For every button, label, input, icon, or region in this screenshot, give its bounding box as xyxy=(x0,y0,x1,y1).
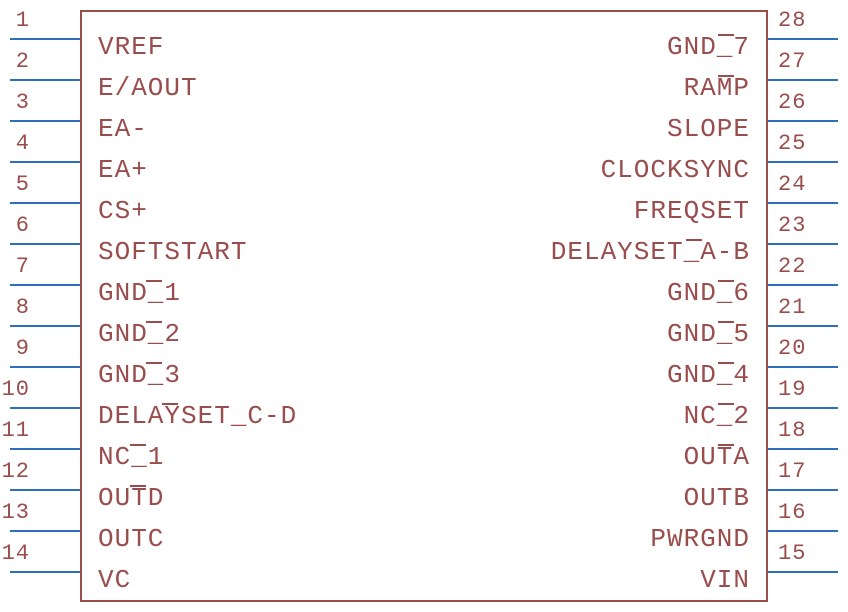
pin-number: 17 xyxy=(778,459,828,484)
pin-label: OUTC xyxy=(98,524,378,554)
overline-mark xyxy=(718,444,734,446)
pin-lead xyxy=(10,79,80,81)
pin-number: 28 xyxy=(778,8,828,33)
pin-number: 3 xyxy=(0,90,30,115)
pin-lead xyxy=(768,79,838,81)
pin-label: GND_7 xyxy=(470,32,750,62)
pin-lead xyxy=(10,38,80,40)
pin-label: SLOPE xyxy=(470,114,750,144)
pin-number: 26 xyxy=(778,90,828,115)
pin-number: 5 xyxy=(0,172,30,197)
overline-mark xyxy=(686,239,702,241)
pin-number: 7 xyxy=(0,254,30,279)
pin-number: 15 xyxy=(778,541,828,566)
pin-number: 2 xyxy=(0,49,30,74)
pin-lead xyxy=(10,243,80,245)
pin-lead xyxy=(768,571,838,573)
pin-lead xyxy=(10,325,80,327)
pin-lead xyxy=(10,284,80,286)
pin-number: 22 xyxy=(778,254,828,279)
overline-mark xyxy=(718,280,734,282)
overline-mark xyxy=(146,362,162,364)
pin-number: 14 xyxy=(0,541,30,566)
pin-label: E/AOUT xyxy=(98,73,378,103)
pin-number: 13 xyxy=(0,500,30,525)
pin-label: GND_4 xyxy=(470,360,750,390)
overline-mark xyxy=(718,403,734,405)
pin-lead xyxy=(768,366,838,368)
pin-lead xyxy=(768,448,838,450)
pin-number: 23 xyxy=(778,213,828,238)
overline-mark xyxy=(718,34,734,36)
pin-label: EA- xyxy=(98,114,378,144)
pin-label: CS+ xyxy=(98,196,378,226)
pin-lead xyxy=(10,571,80,573)
pin-label: GND_3 xyxy=(98,360,378,390)
pin-label: CLOCKSYNC xyxy=(470,155,750,185)
overline-mark xyxy=(718,321,734,323)
pin-lead xyxy=(10,489,80,491)
pin-lead xyxy=(10,530,80,532)
pin-label: PWRGND xyxy=(470,524,750,554)
pin-label: VIN xyxy=(470,565,750,595)
pin-number: 8 xyxy=(0,295,30,320)
pin-number: 25 xyxy=(778,131,828,156)
pin-lead xyxy=(768,325,838,327)
overline-mark xyxy=(146,280,162,282)
pin-lead xyxy=(768,243,838,245)
pin-number: 12 xyxy=(0,459,30,484)
pin-lead xyxy=(10,120,80,122)
pin-label: OUTA xyxy=(470,442,750,472)
pin-number: 27 xyxy=(778,49,828,74)
pin-lead xyxy=(10,202,80,204)
pin-number: 20 xyxy=(778,336,828,361)
pin-number: 1 xyxy=(0,8,30,33)
pin-label: VC xyxy=(98,565,378,595)
overline-mark xyxy=(718,362,734,364)
pin-lead xyxy=(768,284,838,286)
pin-lead xyxy=(768,202,838,204)
overline-mark xyxy=(146,321,162,323)
pin-label: GND_6 xyxy=(470,278,750,308)
overline-mark xyxy=(130,485,146,487)
pin-number: 4 xyxy=(0,131,30,156)
overline-mark xyxy=(130,444,146,446)
pin-lead xyxy=(768,38,838,40)
pin-number: 19 xyxy=(778,377,828,402)
pin-label: FREQSET xyxy=(470,196,750,226)
pin-number: 24 xyxy=(778,172,828,197)
pin-number: 6 xyxy=(0,213,30,238)
pin-number: 18 xyxy=(778,418,828,443)
ic-pinout-diagram: 1 VREF 2 E/AOUT 3 EA- 4 EA+ 5 CS+ 6 SOFTSTART 7 GND_1… xyxy=(0,0,848,612)
pin-number: 11 xyxy=(0,418,30,443)
pin-lead xyxy=(10,161,80,163)
pin-lead xyxy=(10,366,80,368)
pin-label: VREF xyxy=(98,32,378,62)
pin-lead xyxy=(768,120,838,122)
pin-lead xyxy=(768,407,838,409)
pin-lead xyxy=(10,407,80,409)
pin-label: DELAYSET_C-D xyxy=(98,401,378,431)
pin-label: OUTD xyxy=(98,483,378,513)
pin-number: 10 xyxy=(0,377,30,402)
pin-label: SOFTSTART xyxy=(98,237,378,267)
pin-lead xyxy=(768,161,838,163)
overline-mark xyxy=(162,403,178,405)
pin-label: NC_1 xyxy=(98,442,378,472)
pin-label: EA+ xyxy=(98,155,378,185)
pin-label: GND_5 xyxy=(470,319,750,349)
pin-number: 21 xyxy=(778,295,828,320)
pin-lead xyxy=(768,530,838,532)
pin-lead xyxy=(768,489,838,491)
pin-number: 9 xyxy=(0,336,30,361)
pin-number: 16 xyxy=(778,500,828,525)
pin-label: OUTB xyxy=(470,483,750,513)
overline-mark xyxy=(718,75,734,77)
pin-lead xyxy=(10,448,80,450)
pin-label: GND_1 xyxy=(98,278,378,308)
pin-label: RAMP xyxy=(470,73,750,103)
pin-label: GND_2 xyxy=(98,319,378,349)
pin-label: NC_2 xyxy=(470,401,750,431)
pin-label: DELAYSET_A-B xyxy=(470,237,750,267)
